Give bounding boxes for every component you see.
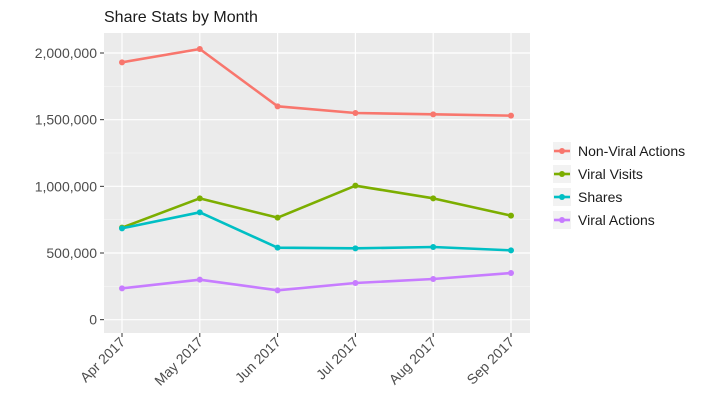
y-axis: 0 500,000 1,000,000 1,500,000 2,000,000 (35, 45, 104, 328)
data-point (274, 214, 281, 221)
series-layer (119, 46, 514, 294)
legend-item-non-viral-actions: Non-Viral Actions (553, 142, 685, 160)
data-point (430, 276, 437, 282)
data-point (119, 225, 125, 232)
legend-label: Non-Viral Actions (578, 143, 685, 159)
data-point (430, 244, 437, 250)
y-tick-label: 1,000,000 (35, 178, 97, 194)
legend-label: Viral Actions (578, 212, 655, 228)
legend-item-viral-actions: Viral Actions (553, 211, 655, 229)
series-line (120, 271, 513, 292)
series-non-viral-actions (119, 46, 514, 119)
data-point (196, 195, 203, 202)
panel-background (104, 33, 530, 333)
data-point (430, 195, 437, 202)
series-viral-actions (119, 270, 514, 294)
y-tick-label: 2,000,000 (35, 45, 97, 61)
y-tick-label: 0 (89, 312, 97, 328)
data-point (508, 112, 514, 119)
x-tick-label: Apr 2017 (77, 334, 129, 386)
data-point (508, 247, 514, 254)
series-line (120, 184, 513, 229)
x-tick-label: Aug 2017 (386, 334, 440, 388)
data-point (196, 209, 203, 216)
chart-title: Share Stats by Month (104, 9, 258, 26)
legend: Non-Viral Actions Viral Visits Shares Viral… (553, 142, 685, 229)
series-shares (119, 209, 514, 254)
legend-item-viral-visits: Viral Visits (553, 165, 643, 183)
data-point (274, 244, 281, 251)
series-line (120, 211, 513, 252)
x-tick-label: Jul 2017 (313, 334, 362, 383)
data-point (508, 212, 514, 219)
data-point (274, 103, 281, 110)
legend-label: Viral Visits (578, 166, 643, 182)
data-point (352, 280, 359, 286)
legend-key-point (559, 171, 565, 177)
data-point (430, 111, 437, 118)
data-point (352, 110, 359, 116)
data-point (352, 245, 359, 252)
series-line (120, 47, 513, 117)
legend-key-point (559, 194, 565, 200)
x-axis: Apr 2017 May 2017 Jun 2017 Jul 2017 Aug 2017… (77, 333, 517, 389)
x-tick-label: Jun 2017 (232, 334, 284, 386)
legend-key-point (559, 148, 565, 154)
x-tick-label: May 2017 (151, 334, 206, 389)
legend-label: Shares (578, 189, 622, 205)
legend-key-point (559, 217, 565, 223)
legend-item-shares: Shares (553, 188, 622, 206)
data-point (352, 182, 359, 189)
data-point (508, 270, 514, 276)
x-tick-label: Sep 2017 (463, 334, 517, 388)
data-point (274, 287, 281, 294)
data-point (119, 59, 125, 66)
y-tick-label: 500,000 (46, 245, 97, 261)
data-point (119, 285, 125, 292)
plot-panel (104, 33, 530, 333)
y-tick-label: 1,500,000 (35, 112, 97, 128)
data-point (196, 276, 203, 283)
data-point (196, 46, 203, 52)
